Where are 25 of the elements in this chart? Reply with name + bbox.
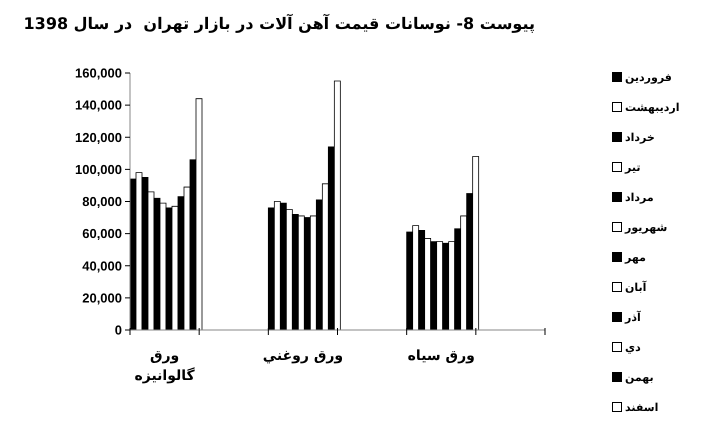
x-tick-label: ورق روغني	[262, 348, 344, 364]
legend-label: دي	[625, 340, 641, 354]
legend-label: آذر	[625, 310, 641, 324]
chart-title: پیوست 8- نوسانات قیمت آهن آلات در بازار تهران در سال 1398	[24, 14, 535, 33]
y-tick-label: 20,000	[82, 290, 122, 306]
legend-label: اردیبهشت	[625, 100, 680, 114]
legend-label: تیر	[625, 160, 640, 174]
x-tick-label: ورق گالوانیزه	[134, 348, 196, 384]
legend-label: فروردین	[625, 70, 672, 84]
y-tick-label: 100,000	[75, 162, 122, 177]
y-tick-label: 0	[114, 322, 122, 338]
legend-label: آبان	[625, 280, 646, 294]
y-tick-label: 160,000	[75, 66, 122, 81]
legend-label: خرداد	[625, 130, 655, 144]
legend-label: اسفند	[625, 400, 658, 414]
y-tick-label: 140,000	[75, 98, 122, 113]
y-tick-label: 40,000	[82, 258, 122, 274]
legend-label: مهر	[625, 250, 646, 264]
y-tick-label: 60,000	[82, 226, 122, 242]
legend-label: مرداد	[625, 190, 654, 204]
legend-label: بهمن	[625, 370, 654, 384]
legend-label: شهریور	[625, 220, 668, 234]
x-tick-label: ورق سیاه	[408, 348, 475, 364]
y-tick-label: 80,000	[82, 194, 122, 210]
y-tick-label: 120,000	[75, 130, 122, 145]
